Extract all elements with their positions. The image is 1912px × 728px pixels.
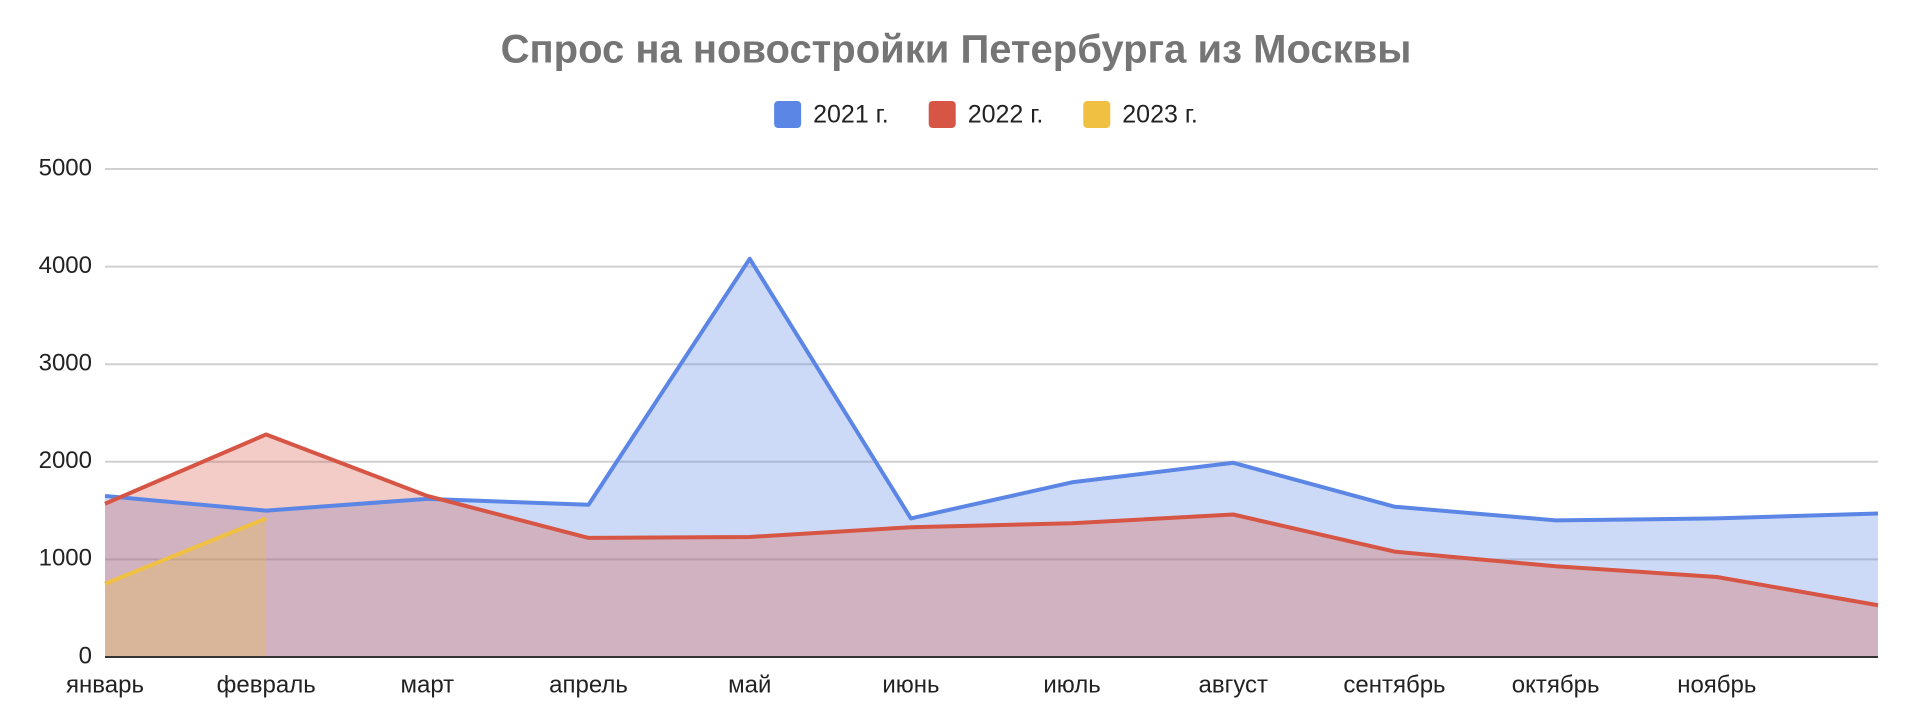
legend-swatch	[774, 101, 802, 128]
y-tick-label: 3000	[39, 350, 92, 377]
area	[105, 518, 267, 657]
line	[104, 516, 267, 586]
legend-label: 2022 г.	[968, 101, 1044, 129]
area	[105, 258, 1878, 657]
legend-label: 2023 г.	[1122, 101, 1198, 129]
chart-title: Спрос на новостройки Петербурга из Москв…	[501, 28, 1412, 72]
x-tick-label: октябрь	[1512, 671, 1600, 698]
line	[104, 256, 1879, 523]
x-tick-label: январь	[66, 671, 144, 698]
x-tick-label: май	[728, 671, 771, 698]
y-tick-label: 5000	[39, 154, 92, 181]
y-tick-label: 2000	[39, 447, 92, 474]
legend-label: 2021 г.	[813, 101, 889, 129]
y-tick-label: 1000	[39, 545, 92, 572]
x-tick-label: июнь	[882, 671, 939, 698]
x-tick-label: февраль	[217, 671, 316, 698]
x-tick-label: апрель	[549, 671, 628, 698]
legend-swatch	[1083, 101, 1111, 128]
x-tick-label: сентябрь	[1343, 671, 1445, 698]
y-tick-label: 0	[79, 642, 92, 669]
x-tick-label: ноябрь	[1677, 671, 1756, 698]
y-tick-label: 4000	[39, 252, 92, 279]
line	[104, 432, 1879, 608]
x-tick-label: март	[401, 671, 455, 698]
x-tick-label: август	[1198, 671, 1268, 698]
area	[105, 434, 1878, 657]
legend-swatch	[928, 101, 956, 128]
x-tick-label: июль	[1043, 671, 1100, 698]
